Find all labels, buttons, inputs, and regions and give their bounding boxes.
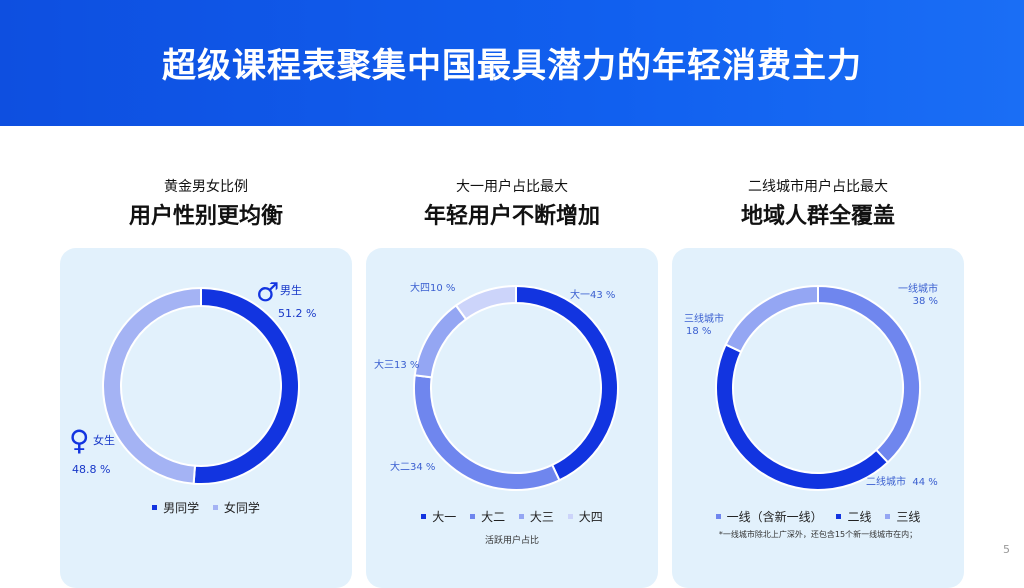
label-y1: 大一43 % — [570, 290, 616, 301]
card-grade: 大一43 % 大二34 % 大三13 % 大四10 % 大一 大二 大三 大四 … — [366, 248, 658, 588]
legend-label: 一线（含新一线） — [726, 510, 823, 524]
region-legend: 一线（含新一线） 二线 三线 — [672, 508, 964, 525]
legend-item-y4: 大四 — [567, 508, 603, 525]
panel-heading-grade: 大一用户占比最大 年轻用户不断增加 — [366, 176, 658, 230]
legend-swatch — [715, 514, 721, 519]
legend-item-y1: 大一 — [421, 508, 456, 525]
card-region: 一线城市 38 % 三线城市 18 % 二线城市 44 % 一线（含新一线） 二… — [672, 248, 964, 588]
legend-swatch — [518, 514, 524, 519]
label-y2: 大二34 % — [390, 462, 436, 473]
legend-item-tier1: 一线（含新一线） — [715, 508, 823, 525]
legend-label: 大一 — [432, 510, 457, 524]
region-donut-chart — [715, 284, 921, 491]
male-symbol-icon: ♂ — [256, 278, 280, 308]
panel-subtitle: 二线城市用户占比最大 — [748, 179, 888, 195]
slice-一线城市 — [817, 284, 921, 464]
grade-note: 活跃用户占比 — [484, 536, 539, 546]
panel-heading-region: 二线城市用户占比最大 地域人群全覆盖 — [672, 176, 964, 230]
female-value: 48.8 % — [72, 463, 111, 476]
slice-大四 — [454, 284, 517, 321]
slice-二线城市 — [715, 343, 890, 491]
page-number: 5 — [1003, 543, 1010, 556]
panel-headline: 用户性别更均衡 — [128, 204, 283, 229]
panel-subtitle: 黄金男女比例 — [164, 179, 248, 195]
legend-item-tier2: 二线 — [836, 508, 872, 525]
legend-label: 大二 — [481, 510, 506, 524]
legend-item-tier3: 三线 — [885, 508, 920, 525]
slice-大一 — [515, 284, 619, 482]
legend-swatch — [567, 514, 573, 519]
grade-legend: 大一 大二 大三 大四 — [366, 508, 658, 525]
gender-legend: 男同学 女同学 — [60, 499, 352, 516]
legend-item-y3: 大三 — [518, 508, 554, 525]
header-banner: 超级课程表聚集中国最具潜力的年轻消费主力 — [0, 0, 1024, 126]
legend-label: 大三 — [529, 510, 554, 524]
legend-item-female: 女同学 — [212, 499, 260, 516]
legend-swatch — [212, 505, 218, 510]
legend-label: 二线 — [847, 510, 872, 524]
panel-headline: 年轻用户不断增加 — [423, 204, 600, 229]
slice-女同学 — [101, 286, 202, 485]
legend-swatch — [836, 514, 842, 519]
gender-donut-chart — [101, 286, 300, 485]
legend-swatch — [885, 514, 891, 519]
label-y4: 大四10 % — [410, 283, 456, 294]
female-label: 女生 — [93, 434, 115, 447]
label-tier2: 二线城市 44 % — [866, 477, 938, 488]
male-label: 男生 — [280, 284, 302, 297]
legend-label: 女同学 — [223, 501, 260, 515]
label-tier3-value: 18 % — [686, 326, 712, 337]
panel-headline: 地域人群全覆盖 — [740, 204, 895, 229]
label-tier1-name: 一线城市 — [898, 284, 938, 295]
legend-label: 三线 — [896, 510, 921, 524]
legend-swatch — [421, 514, 427, 519]
label-tier3-name: 三线城市 — [684, 314, 724, 325]
legend-item-y2: 大二 — [470, 508, 505, 525]
grade-donut-chart — [413, 284, 619, 491]
legend-swatch — [152, 505, 158, 510]
slice-大二 — [413, 374, 561, 491]
slice-大三 — [413, 304, 468, 379]
legend-label: 男同学 — [163, 501, 200, 515]
label-y3: 大三13 % — [374, 360, 420, 371]
legend-swatch — [470, 514, 476, 519]
legend-label: 大四 — [578, 510, 603, 524]
card-gender: ♂ 男生 51.2 % ♀ 女生 48.8 % 男同学 女同学 — [60, 248, 352, 588]
page-title: 超级课程表聚集中国最具潜力的年轻消费主力 — [162, 46, 862, 86]
slice-三线城市 — [724, 284, 819, 354]
legend-item-male: 男同学 — [152, 499, 199, 516]
panel-heading-gender: 黄金男女比例 用户性别更均衡 — [60, 176, 352, 230]
male-value: 51.2 % — [278, 307, 317, 320]
region-footnote: *一线城市除北上广深外，还包含15个新一线城市在内； — [718, 530, 918, 539]
panel-subtitle: 大一用户占比最大 — [456, 179, 568, 195]
label-tier1-value: 38 % — [912, 296, 938, 307]
female-symbol-icon: ♀ — [69, 424, 90, 457]
